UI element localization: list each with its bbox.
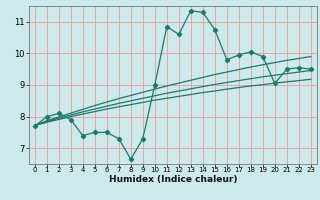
X-axis label: Humidex (Indice chaleur): Humidex (Indice chaleur) — [108, 175, 237, 184]
